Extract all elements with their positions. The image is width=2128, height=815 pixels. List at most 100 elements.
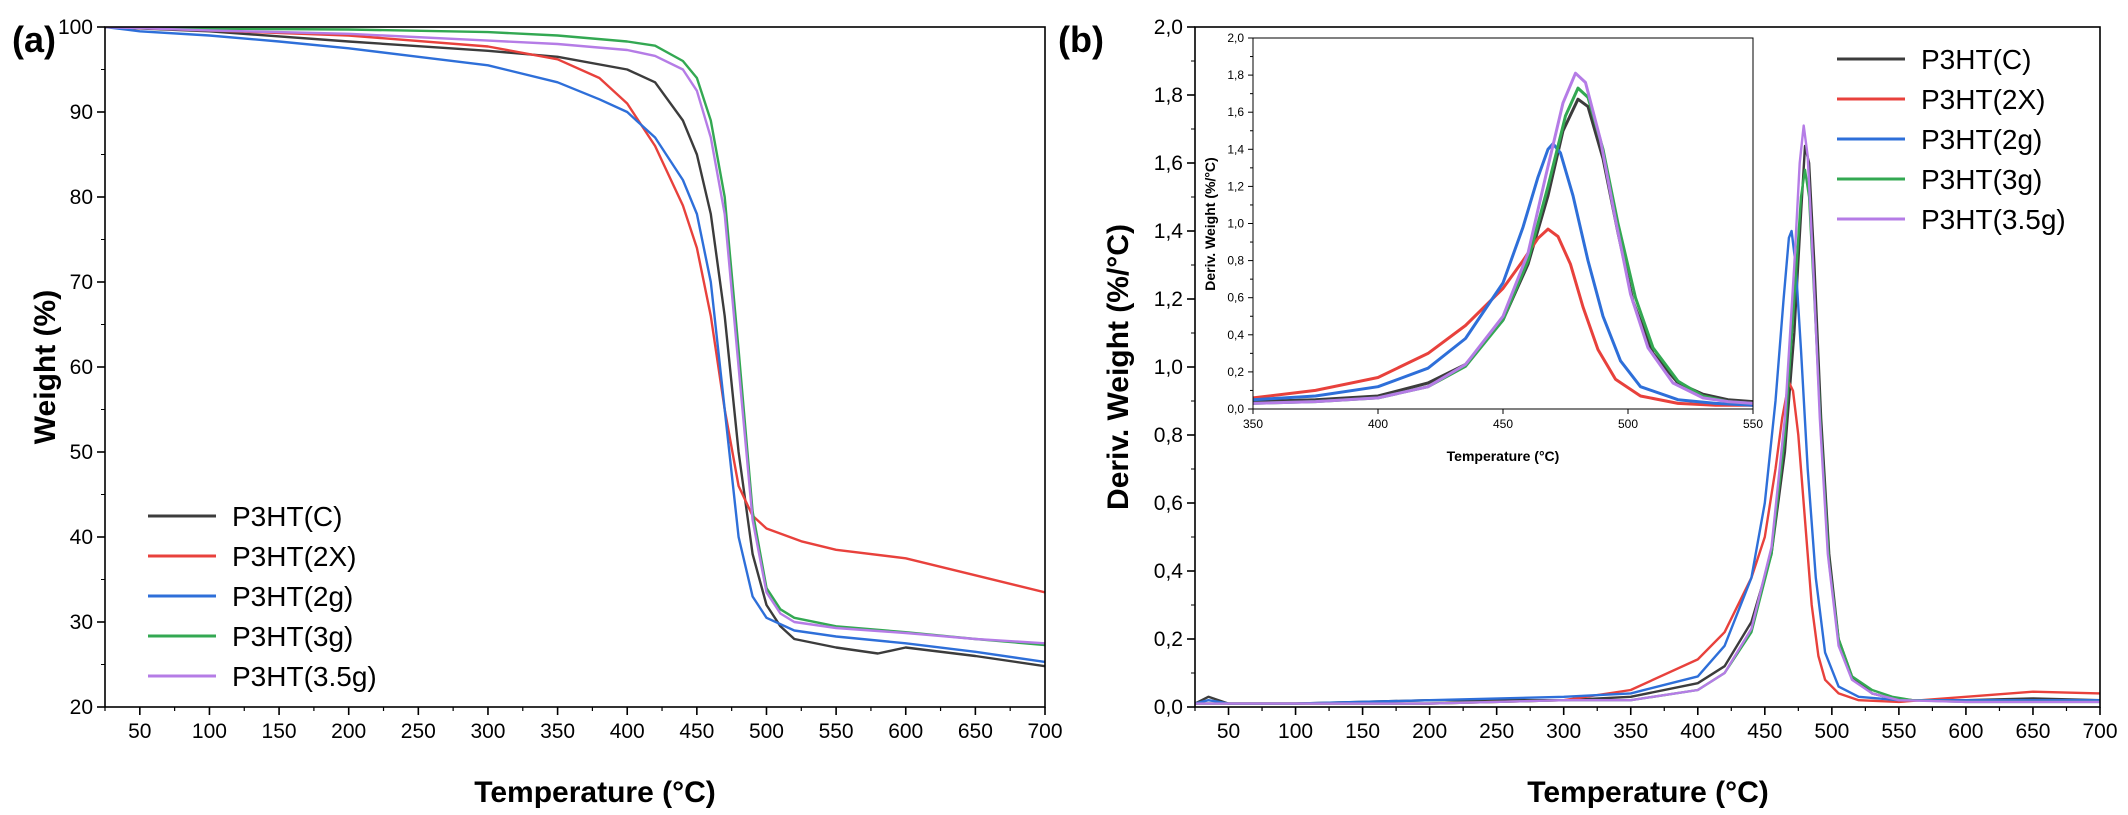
y-axis-title: Weight (%) <box>29 290 62 444</box>
y-tick-label: 1,0 <box>1227 217 1244 231</box>
y-tick-label: 0,6 <box>1154 492 1183 515</box>
y-tick-label: 1,8 <box>1227 68 1244 82</box>
x-tick-label: 550 <box>819 720 854 743</box>
y-tick-label: 60 <box>70 356 93 379</box>
y-tick-label: 0,4 <box>1154 560 1184 583</box>
plot-frame <box>1252 37 1754 410</box>
series-line-P3HT(2X) <box>105 27 1045 594</box>
y-axis-title: Deriv. Weight (%/°C) <box>1202 157 1218 290</box>
series-line-P3HT(3.5g) <box>1195 124 2100 705</box>
legend-entry: P3HT(3.5g) <box>1921 204 2066 235</box>
x-tick-label: 100 <box>1278 720 1313 743</box>
series-line-P3HT(2g) <box>1253 142 1753 407</box>
legend: P3HT(C) P3HT(2X) P3HT(2g) P3HT(3g) P3HT(3.5g… <box>1837 44 2066 235</box>
y-tick-label: 0,8 <box>1227 254 1244 268</box>
x-axis-title: Temperature (°C) <box>1447 448 1560 464</box>
x-tick-label: 700 <box>1027 720 1062 743</box>
chart-a: 50 100 150 200 250 300 350 400 450 500 550 600 650 70… <box>12 16 1063 809</box>
y-tick-label: 20 <box>70 696 93 719</box>
x-tick-label: 450 <box>679 720 714 743</box>
panel-label: (b) <box>1058 19 1104 60</box>
y-tick-label: 1,2 <box>1154 288 1183 311</box>
x-tick-label: 250 <box>401 720 436 743</box>
x-tick-label: 50 <box>1217 720 1240 743</box>
x-tick-label: 250 <box>1479 720 1514 743</box>
series-line-P3HT(2g) <box>105 27 1045 664</box>
x-tick-label: 550 <box>1743 417 1763 431</box>
x-tick-label: 100 <box>192 720 227 743</box>
x-tick-label: 400 <box>1368 417 1388 431</box>
legend-entry: P3HT(3g) <box>1921 164 2042 195</box>
x-tick-label: 600 <box>1948 720 1983 743</box>
x-axis-title: Temperature (°C) <box>474 776 715 809</box>
series-line-P3HT(3.5g) <box>1253 71 1753 405</box>
y-tick-label: 1,6 <box>1227 105 1244 119</box>
y-tick-label: 100 <box>58 16 93 39</box>
x-tick-label: 650 <box>2015 720 2050 743</box>
y-tick-label: 1,4 <box>1154 220 1184 243</box>
legend-entry: P3HT(2X) <box>232 541 356 572</box>
x-tick-label: 500 <box>1618 417 1638 431</box>
x-tick-label: 400 <box>1680 720 1715 743</box>
series-line-P3HT(3g) <box>105 27 1045 647</box>
y-tick-label: 70 <box>70 271 93 294</box>
x-axis-title: Temperature (°C) <box>1527 776 1768 809</box>
x-tick-label: 500 <box>1814 720 1849 743</box>
panel-label: (a) <box>12 19 56 60</box>
series-group <box>1195 124 2100 705</box>
y-tick-label: 0,0 <box>1227 402 1244 416</box>
legend-entry: P3HT(3g) <box>232 621 353 652</box>
x-tick-label: 350 <box>540 720 575 743</box>
x-tick-label: 200 <box>1412 720 1447 743</box>
x-tick-label: 400 <box>610 720 645 743</box>
y-tick-label: 0,8 <box>1154 424 1183 447</box>
y-tick-label: 1,2 <box>1227 179 1244 193</box>
legend-entry: P3HT(2X) <box>1921 84 2045 115</box>
series-line-P3HT(2X) <box>1253 227 1753 407</box>
y-tick-label: 0,4 <box>1227 328 1244 342</box>
y-tick-label: 0,2 <box>1154 628 1183 651</box>
x-tick-label: 50 <box>128 720 151 743</box>
y-tick-label: 1,8 <box>1154 84 1183 107</box>
y-tick-label: 1,4 <box>1227 142 1244 156</box>
chart-b: 50 100 150 200 250 300 350 400 450 500 550 600 650 70… <box>1058 16 2118 809</box>
x-tick-label: 150 <box>262 720 297 743</box>
x-tick-label: 200 <box>331 720 366 743</box>
legend-entry: P3HT(2g) <box>232 581 353 612</box>
series-line-P3HT(C) <box>105 27 1045 668</box>
y-tick-label: 90 <box>70 101 93 124</box>
y-tick-label: 0,0 <box>1154 696 1183 719</box>
x-tick-label: 450 <box>1493 417 1513 431</box>
y-tick-label: 30 <box>70 611 93 634</box>
series-line-P3HT(3g) <box>1253 86 1753 405</box>
y-tick-label: 0,6 <box>1227 291 1244 305</box>
legend-entry: P3HT(C) <box>1921 44 2031 75</box>
x-tick-label: 450 <box>1747 720 1782 743</box>
x-tick-label: 700 <box>2082 720 2117 743</box>
series-group <box>1253 71 1753 407</box>
series-group <box>105 27 1045 668</box>
series-line-P3HT(3.5g) <box>105 27 1045 645</box>
chart-b-inset: 350 400 450 500 550 0,0 0,2 0,4 0,6 0,8 1,0 1,2 1,4 1… <box>1202 31 1763 464</box>
y-tick-label: 2,0 <box>1154 16 1183 39</box>
x-tick-label: 150 <box>1345 720 1380 743</box>
series-line-P3HT(2X) <box>1195 381 2100 705</box>
x-tick-label: 350 <box>1243 417 1263 431</box>
x-tick-label: 650 <box>958 720 993 743</box>
series-line-P3HT(C) <box>1253 97 1753 404</box>
x-tick-label: 300 <box>1546 720 1581 743</box>
legend-entry: P3HT(2g) <box>1921 124 2042 155</box>
x-tick-label: 350 <box>1613 720 1648 743</box>
series-line-P3HT(3g) <box>1195 168 2100 705</box>
x-tick-label: 500 <box>749 720 784 743</box>
legend: P3HT(C) P3HT(2X) P3HT(2g) P3HT(3g) P3HT(3.5g… <box>148 501 377 692</box>
x-tick-label: 550 <box>1881 720 1916 743</box>
y-axis-title: Deriv. Weight (%/°C) <box>1102 224 1135 510</box>
y-tick-label: 1,6 <box>1154 152 1183 175</box>
y-tick-label: 40 <box>70 526 93 549</box>
x-tick-label: 600 <box>888 720 923 743</box>
legend-entry: P3HT(C) <box>232 501 342 532</box>
y-tick-label: 50 <box>70 441 93 464</box>
x-tick-label: 300 <box>470 720 505 743</box>
